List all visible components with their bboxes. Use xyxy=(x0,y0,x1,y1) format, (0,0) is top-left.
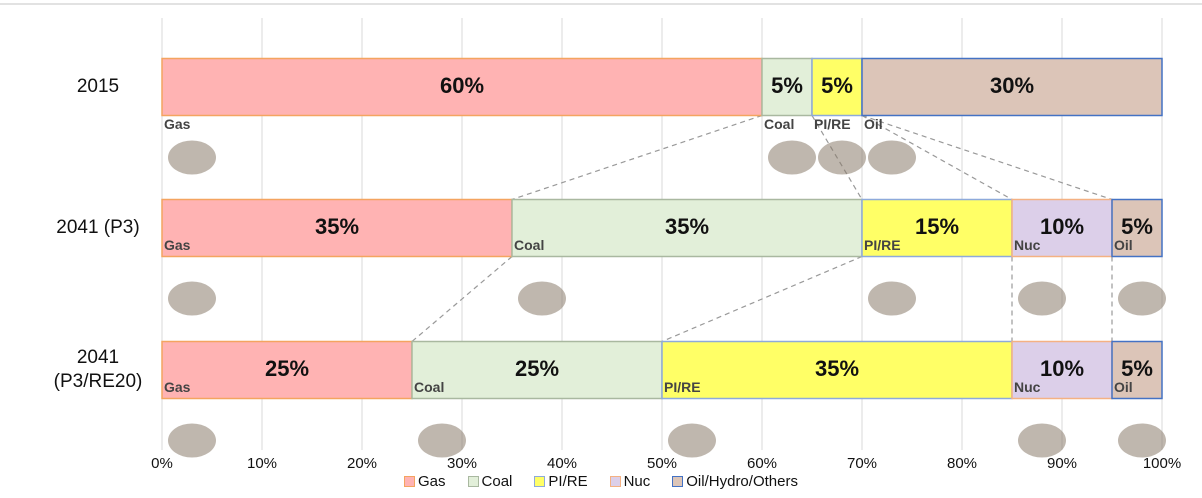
icon xyxy=(1018,423,1066,458)
bar-segment xyxy=(661,340,1013,400)
icon-label: Oil xyxy=(864,116,883,132)
data-label: 35% xyxy=(665,214,709,239)
data-label: 60% xyxy=(440,73,484,98)
bar-segment xyxy=(1111,340,1163,400)
legend-entry: PI/RE xyxy=(534,473,588,490)
data-label: 5% xyxy=(771,73,803,98)
icon-label: Nuc xyxy=(1014,237,1041,253)
legend-swatch xyxy=(609,476,621,487)
icon-label: Gas xyxy=(164,379,191,395)
bar-segment xyxy=(161,198,513,258)
data-label: 30% xyxy=(990,73,1034,98)
legend-swatch xyxy=(672,476,684,487)
bar-segment xyxy=(1111,198,1163,258)
icon xyxy=(1118,423,1166,458)
connector xyxy=(861,114,1113,201)
icon xyxy=(668,423,716,458)
x-tick-label: 20% xyxy=(347,455,377,472)
icon-label: PI/RE xyxy=(664,379,701,395)
legend-entry: Gas xyxy=(404,473,446,490)
data-label: 25% xyxy=(515,356,559,381)
x-tick-label: 0% xyxy=(151,455,173,472)
icon-label: Oil xyxy=(1114,237,1133,253)
icon-label: PI/RE xyxy=(864,237,901,253)
legend-label: Nuc xyxy=(623,473,651,490)
icon-label: Gas xyxy=(164,116,191,132)
bar-segment xyxy=(861,198,1013,258)
x-tick-label: 60% xyxy=(747,455,777,472)
icon xyxy=(1018,281,1066,316)
icon xyxy=(518,281,566,316)
icon-label: Coal xyxy=(514,237,544,253)
bar-segment xyxy=(511,198,863,258)
legend: Gas Coal PI/RE Nuc Oil/Hydro/Others xyxy=(0,473,1202,490)
category-label: 2041 (P3) xyxy=(56,217,140,238)
category-label: 2041 (P3/RE20) xyxy=(53,347,143,392)
data-label: 15% xyxy=(915,214,959,239)
legend-label: Gas xyxy=(418,473,446,490)
legend-entry: Nuc xyxy=(609,473,651,490)
legend-entry: Coal xyxy=(467,473,513,490)
icon-label: Gas xyxy=(164,237,191,253)
legend-swatch xyxy=(404,476,416,487)
x-tick-label: 10% xyxy=(247,455,277,472)
legend-label: PI/RE xyxy=(548,473,588,490)
bar-segment xyxy=(761,57,813,117)
icon xyxy=(418,423,466,458)
data-label: 35% xyxy=(315,214,359,239)
legend-swatch xyxy=(534,476,546,487)
icon-label: Coal xyxy=(414,379,444,395)
icon xyxy=(168,423,216,458)
icon xyxy=(818,140,866,175)
legend-swatch xyxy=(467,476,479,487)
legend-entry: Oil/Hydro/Others xyxy=(672,473,798,490)
x-tick-label: 30% xyxy=(447,455,477,472)
data-label: 5% xyxy=(1121,356,1153,381)
icon-label: PI/RE xyxy=(814,116,851,132)
x-tick-label: 80% xyxy=(947,455,977,472)
icon xyxy=(168,140,216,175)
x-tick-label: 100% xyxy=(1143,455,1181,472)
data-label: 5% xyxy=(1121,214,1153,239)
connector xyxy=(661,255,863,343)
data-label: 25% xyxy=(265,356,309,381)
bar-segment xyxy=(1011,340,1113,400)
legend-label: Coal xyxy=(481,473,513,490)
x-tick-label: 40% xyxy=(547,455,577,472)
connector xyxy=(861,114,1013,201)
data-label: 10% xyxy=(1040,214,1084,239)
bar-segment xyxy=(411,340,663,400)
bar-segment xyxy=(161,340,413,400)
icon-label: Nuc xyxy=(1014,379,1041,395)
icon-label: Coal xyxy=(764,116,794,132)
x-tick-label: 90% xyxy=(1047,455,1077,472)
icon xyxy=(768,140,816,175)
data-label: 5% xyxy=(821,73,853,98)
x-tick-label: 50% xyxy=(647,455,677,472)
x-tick-label: 70% xyxy=(847,455,877,472)
bar-segment xyxy=(861,57,1163,117)
bar-segment xyxy=(161,57,763,117)
bar-segment xyxy=(1011,198,1113,258)
legend-label: Oil/Hydro/Others xyxy=(686,473,798,490)
icon xyxy=(868,281,916,316)
connector xyxy=(511,114,763,201)
icon xyxy=(168,281,216,316)
bar-segment xyxy=(811,57,863,117)
category-label: 2015 xyxy=(76,76,120,97)
data-label: 35% xyxy=(815,356,859,381)
connector xyxy=(411,256,513,342)
icon xyxy=(1118,281,1166,316)
icon-label: Oil xyxy=(1114,379,1133,395)
data-label: 10% xyxy=(1040,356,1084,381)
icon xyxy=(868,140,916,175)
